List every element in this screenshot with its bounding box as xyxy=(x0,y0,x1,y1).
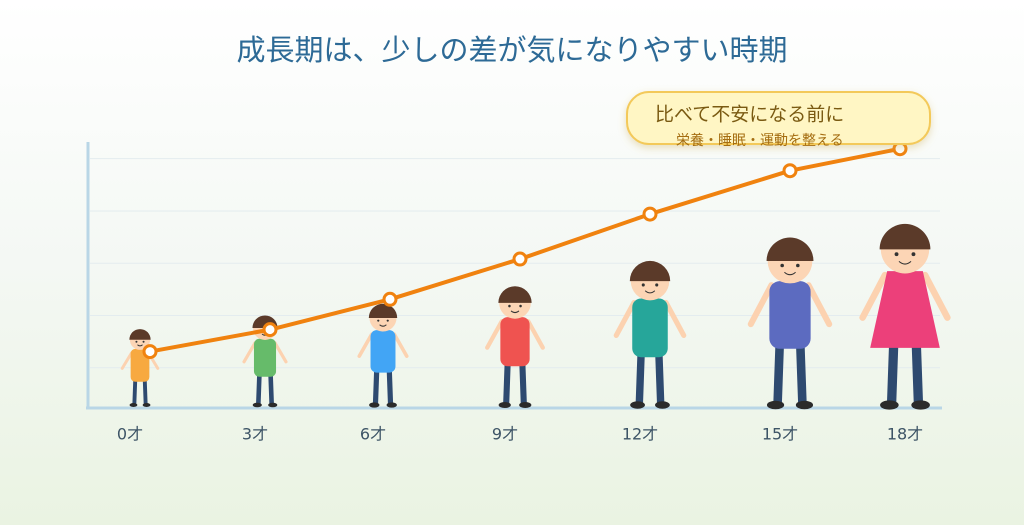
arm xyxy=(613,299,637,339)
eye xyxy=(655,283,659,287)
chart-title: 成長期は、少しの差が気になりやすい時期 xyxy=(236,33,787,67)
hair xyxy=(498,286,532,303)
mouth xyxy=(898,261,912,265)
leg xyxy=(386,366,394,406)
dress xyxy=(870,271,940,348)
arm xyxy=(357,332,374,358)
eye xyxy=(386,319,389,322)
arm xyxy=(663,299,687,339)
shoe xyxy=(519,401,532,409)
hair xyxy=(879,223,931,250)
leg xyxy=(142,375,148,405)
x-tick-label: 6才 xyxy=(360,425,386,444)
shoe xyxy=(911,400,930,410)
child-figure xyxy=(242,315,288,408)
marker xyxy=(512,251,528,267)
leg xyxy=(635,349,645,407)
leg xyxy=(773,340,784,408)
mouth xyxy=(644,290,656,294)
arm xyxy=(485,319,504,350)
shoe xyxy=(369,402,380,408)
x-tick-label: 0才 xyxy=(117,425,143,444)
x-tick-label: 12才 xyxy=(622,425,658,444)
x-tick-label: 15才 xyxy=(762,425,798,444)
leg xyxy=(655,349,665,407)
eye xyxy=(142,340,145,343)
hair xyxy=(629,260,671,282)
shoe xyxy=(386,402,397,408)
eye xyxy=(641,283,645,287)
arm xyxy=(392,332,409,358)
shoe xyxy=(142,403,151,407)
child-figure xyxy=(613,260,687,409)
shoe xyxy=(795,400,814,410)
marker xyxy=(782,163,798,179)
eye xyxy=(508,304,511,308)
marker xyxy=(382,291,398,307)
marker xyxy=(142,344,158,360)
marker xyxy=(642,206,658,222)
arm xyxy=(747,282,775,328)
x-tick-label: 18才 xyxy=(887,425,923,444)
shoe xyxy=(630,401,645,409)
child-figure xyxy=(859,223,951,410)
arm xyxy=(242,341,257,364)
arm xyxy=(273,341,288,364)
x-tick-label: 3才 xyxy=(242,425,268,444)
shoe xyxy=(655,401,670,409)
body xyxy=(500,317,530,367)
arm xyxy=(805,282,833,328)
child-figure xyxy=(485,286,545,409)
x-tick-label: 9才 xyxy=(492,425,518,444)
body xyxy=(769,281,811,349)
leg xyxy=(268,370,274,406)
annotation: 栄養・睡眠・運動を整える xyxy=(676,132,844,149)
eye xyxy=(796,263,800,268)
child-figure xyxy=(357,303,409,408)
mouth xyxy=(379,324,387,327)
arm xyxy=(526,319,545,350)
figures xyxy=(120,223,951,410)
hair xyxy=(368,303,398,318)
shoe xyxy=(498,401,511,409)
eye xyxy=(911,252,916,257)
body xyxy=(130,348,150,382)
body xyxy=(632,298,668,358)
shoe xyxy=(252,402,262,408)
mouth xyxy=(137,344,143,347)
eye xyxy=(780,263,784,268)
leg xyxy=(256,370,262,406)
eye xyxy=(894,252,899,257)
leg xyxy=(886,335,899,408)
leg xyxy=(911,335,924,408)
eye xyxy=(135,340,138,343)
annotation: 比べて不安になる前に xyxy=(655,104,844,126)
callout xyxy=(626,91,931,145)
leg xyxy=(503,359,511,407)
hair xyxy=(766,237,814,262)
eye xyxy=(519,304,522,308)
shoe xyxy=(880,400,899,410)
body xyxy=(253,338,277,377)
hair xyxy=(129,329,151,340)
mouth xyxy=(510,310,520,314)
eye xyxy=(377,319,380,322)
child-figure xyxy=(747,237,833,410)
plot: 0才 3才 6才 9才 12才 15才 18才 xyxy=(117,141,923,444)
shoe xyxy=(268,402,278,408)
shoe xyxy=(766,400,785,410)
leg xyxy=(796,340,807,408)
arm xyxy=(921,271,951,321)
leg xyxy=(519,359,527,407)
leg xyxy=(132,375,138,405)
marker xyxy=(262,322,278,338)
shoe xyxy=(129,403,138,407)
arm xyxy=(859,271,889,321)
mouth xyxy=(784,271,796,276)
body xyxy=(370,330,396,373)
callout-box xyxy=(626,91,931,145)
arm xyxy=(120,351,134,370)
leg xyxy=(372,366,380,406)
